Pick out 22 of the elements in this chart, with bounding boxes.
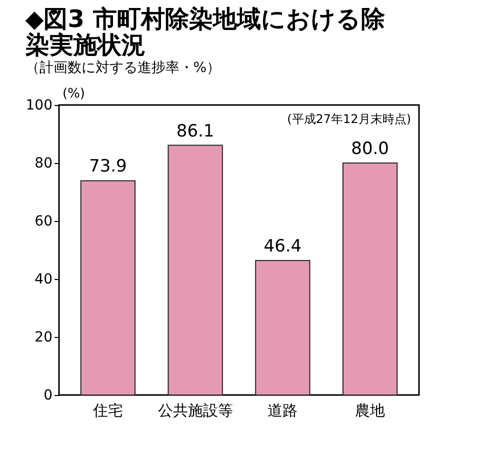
y-tick-label: 60 bbox=[34, 214, 52, 230]
x-tick-label: 公共施設等 bbox=[158, 402, 233, 420]
bar bbox=[342, 162, 398, 396]
x-tick-label: 住宅 bbox=[92, 402, 123, 420]
chart-title: ◆図3 市町村除染地域における除染実施状況 bbox=[24, 5, 386, 59]
data-label: 73.9 bbox=[89, 156, 127, 177]
y-axis-title: (%) bbox=[62, 86, 85, 102]
data-label: 86.1 bbox=[176, 121, 214, 142]
annotation: (平成27年12月末時点) bbox=[287, 112, 411, 126]
y-tick-label: 40 bbox=[34, 272, 52, 288]
data-label: 46.4 bbox=[264, 236, 302, 256]
y-tick-label: 0 bbox=[44, 388, 52, 404]
bar bbox=[255, 260, 310, 396]
y-tick-label: 100 bbox=[26, 98, 52, 114]
bar bbox=[80, 180, 136, 396]
x-tick-label: 農地 bbox=[355, 402, 386, 420]
y-tick-label: 80 bbox=[34, 156, 52, 172]
y-tick-label: 20 bbox=[34, 330, 52, 346]
chart-subtitle: （計画数に対する進捗率・%） bbox=[25, 60, 221, 76]
data-label: 80.0 bbox=[351, 139, 389, 159]
bar bbox=[168, 144, 223, 396]
x-tick-label: 道路 bbox=[268, 402, 298, 420]
